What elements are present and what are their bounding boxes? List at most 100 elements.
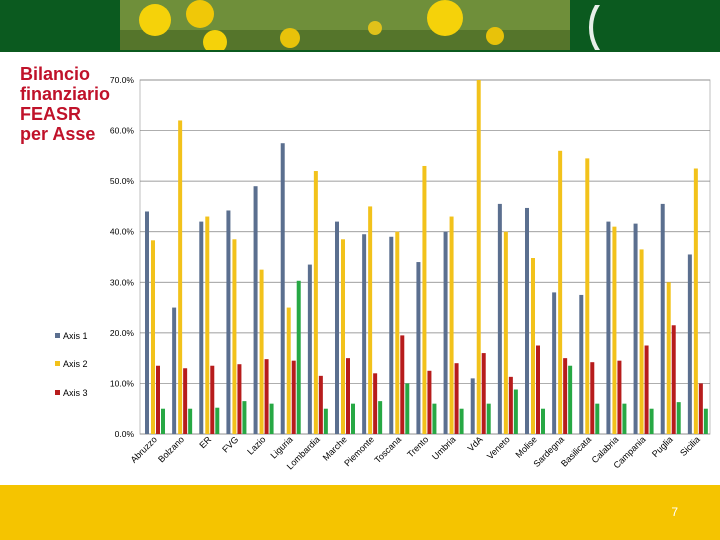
bar xyxy=(232,239,237,434)
category-label: Puglia xyxy=(650,434,675,459)
bar xyxy=(145,211,149,434)
bar xyxy=(470,378,475,434)
legend-swatch xyxy=(55,390,60,395)
bar xyxy=(649,408,654,434)
bar xyxy=(476,80,481,434)
bar xyxy=(427,370,432,434)
page-number: 7 xyxy=(671,505,678,519)
bar xyxy=(660,203,665,434)
legend-label: Axis 2 xyxy=(63,359,88,369)
bar xyxy=(497,203,502,434)
y-tick-label: 30.0% xyxy=(110,277,135,287)
bar xyxy=(188,408,193,434)
bar xyxy=(156,365,160,434)
slide-title: Bilancio finanziario FEASR per Asse xyxy=(20,64,111,144)
bar xyxy=(291,360,296,434)
bar xyxy=(568,365,573,434)
bar xyxy=(296,280,301,434)
bar xyxy=(307,264,312,434)
bar xyxy=(226,210,231,434)
bar xyxy=(323,408,328,434)
bar xyxy=(563,358,568,434)
bar xyxy=(400,335,405,434)
bar xyxy=(687,254,692,434)
bar xyxy=(269,403,274,434)
bar xyxy=(703,408,708,434)
bar xyxy=(205,216,210,434)
bar xyxy=(585,158,590,434)
bar xyxy=(237,364,242,434)
legend-label: Axis 1 xyxy=(63,331,88,341)
y-tick-label: 40.0% xyxy=(110,227,135,237)
bar xyxy=(633,223,638,434)
category-label: Umbria xyxy=(430,434,458,462)
y-tick-label: 50.0% xyxy=(110,176,135,186)
bar xyxy=(617,360,622,434)
bar xyxy=(178,120,183,434)
category-label: ER xyxy=(197,434,213,450)
y-tick-label: 70.0% xyxy=(110,75,135,85)
category-label: Molise xyxy=(514,434,539,459)
bar xyxy=(606,221,611,434)
bar xyxy=(280,143,285,434)
bar xyxy=(508,376,513,434)
bar xyxy=(183,368,188,434)
category-label: Piemonte xyxy=(342,434,376,468)
bar xyxy=(215,407,220,434)
bar xyxy=(210,365,215,434)
bar xyxy=(622,403,627,434)
bar xyxy=(242,401,247,434)
y-tick-label: 20.0% xyxy=(110,328,135,338)
bar xyxy=(199,221,204,434)
bar xyxy=(513,389,518,434)
bar xyxy=(503,231,508,434)
bar xyxy=(536,345,540,434)
bar xyxy=(693,168,698,434)
category-label: Trento xyxy=(405,434,430,459)
legend-label: Axis 3 xyxy=(63,388,88,398)
category-label: Toscana xyxy=(372,434,403,465)
bar xyxy=(552,292,557,434)
legend-swatch xyxy=(55,361,60,366)
bar xyxy=(373,373,378,434)
bar xyxy=(558,150,563,435)
bar xyxy=(264,359,269,434)
bar xyxy=(432,403,437,434)
bar xyxy=(579,294,584,434)
bar xyxy=(259,269,264,434)
bar xyxy=(346,358,350,434)
category-label: Veneto xyxy=(485,434,512,461)
bar xyxy=(318,375,323,434)
bar xyxy=(486,403,491,434)
bar xyxy=(595,403,600,434)
footer-bar: 7 xyxy=(0,485,720,540)
bar xyxy=(671,325,676,434)
legend-swatch xyxy=(55,333,60,338)
bar xyxy=(335,221,339,434)
category-label: VdA xyxy=(466,434,485,453)
bar xyxy=(313,171,318,434)
bar xyxy=(459,408,464,434)
bar xyxy=(612,226,617,434)
bar xyxy=(378,401,383,434)
bar xyxy=(416,262,421,434)
y-tick-label: 10.0% xyxy=(110,378,135,388)
bar xyxy=(525,207,529,434)
bar xyxy=(531,258,535,434)
category-label: Sicilia xyxy=(678,434,702,458)
bar xyxy=(454,363,459,434)
bar xyxy=(639,249,644,434)
category-label: Bolzano xyxy=(156,434,186,464)
bar xyxy=(698,383,703,434)
bar xyxy=(422,165,427,434)
bar xyxy=(541,408,545,434)
bar xyxy=(644,345,649,434)
bar xyxy=(362,234,367,434)
bar xyxy=(676,402,681,434)
y-tick-label: 60.0% xyxy=(110,126,135,136)
bar xyxy=(151,240,155,434)
category-label: Lazio xyxy=(245,434,267,456)
bar-chart: 0.0% 10.0% 20.0% 30.0% 40.0% 50.0% 60.0% 70.0% A… xyxy=(55,75,711,471)
category-label: FVG xyxy=(220,434,240,454)
y-tick-label: 0.0% xyxy=(115,429,135,439)
